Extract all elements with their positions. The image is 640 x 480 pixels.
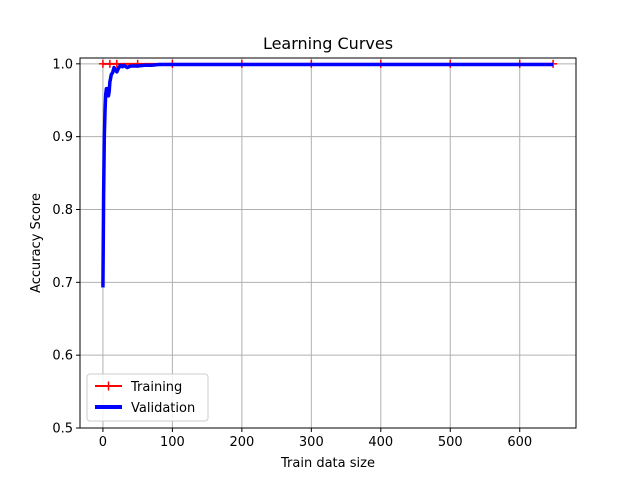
x-tick-label: 600: [507, 435, 532, 450]
ticks: 0 100 200 300 400 500 600 0.5 0.6 0.7 0.8 0.9 1.0: [52, 57, 532, 450]
legend-validation-label: Validation: [131, 401, 195, 416]
series-clip-group: [98, 59, 558, 288]
training-data-point: [105, 59, 114, 68]
y-tick-label: 0.9: [52, 130, 73, 145]
plot-frame: [79, 57, 577, 429]
y-tick-label: 0.6: [52, 349, 73, 364]
legend-training-label: Training: [130, 380, 182, 395]
validation-series-line: [101, 62, 554, 288]
chart-title: Learning Curves: [263, 34, 393, 53]
x-tick-label: 400: [368, 435, 393, 450]
x-axis-label: Train data size: [280, 456, 375, 471]
x-tick-label: 0: [99, 435, 107, 450]
x-tick-label: 100: [160, 435, 185, 450]
y-tick-label: 0.7: [52, 276, 73, 291]
x-tick-label: 300: [299, 435, 324, 450]
legend: Training Validation: [86, 373, 209, 422]
x-tick-label: 500: [438, 435, 463, 450]
y-axis-label: Accuracy Score: [29, 193, 44, 293]
x-tick-label: 200: [229, 435, 254, 450]
y-tick-label: 0.5: [52, 422, 73, 437]
y-tick-label: 0.8: [52, 203, 73, 218]
series-layer: [98, 59, 558, 288]
training-data-point: [98, 59, 107, 68]
y-tick-label: 1.0: [52, 57, 73, 72]
